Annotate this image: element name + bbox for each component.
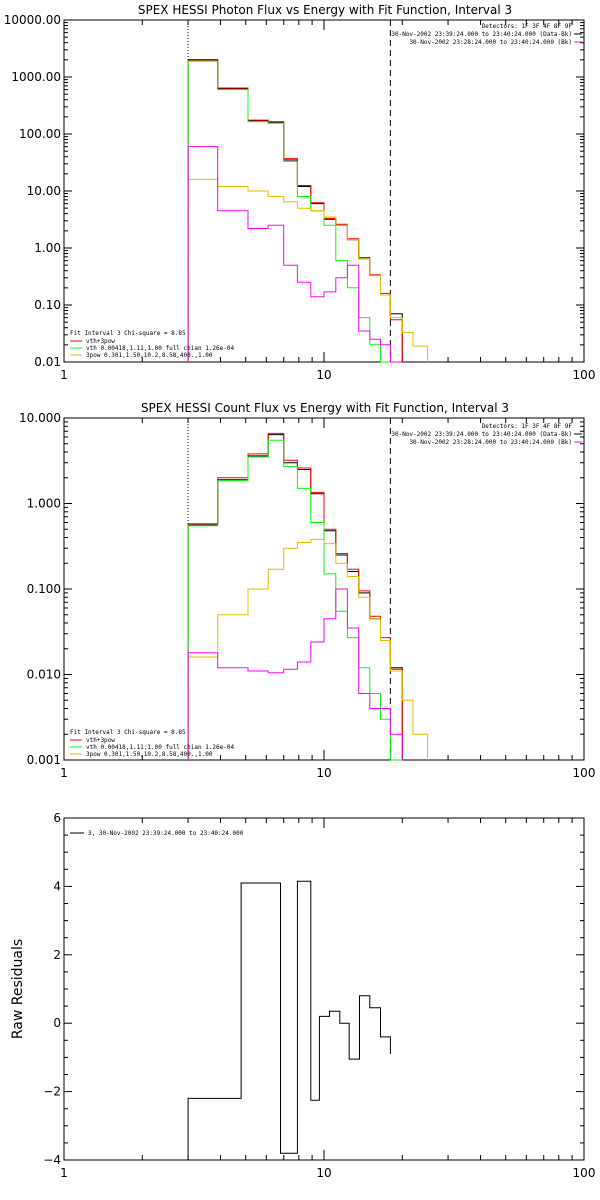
y-tick-label: 1000.00 [11, 70, 61, 84]
legend-label: vth 0.00418,1.11,1.00 full chian 1.26e-0… [86, 744, 234, 751]
y-tick-label: 0.100 [27, 582, 61, 596]
x-tick-label: 10 [316, 766, 331, 780]
spectrum-series [187, 59, 428, 363]
legend-title: Fit Interval 3 Chi-square = 8.85 [70, 330, 186, 337]
count-flux-panel: SPEX HESSI Count Flux vs Energy with Fit… [19, 401, 595, 780]
y-axis-ticks: 6 4 2 0 −2 −4 [43, 811, 584, 1167]
y-tick-label: 0.01 [34, 355, 61, 369]
header-line: 30-Nov-2002 23:28:24.000 to 23:40:24.000… [409, 439, 572, 446]
plot-frame [63, 817, 585, 1161]
header-line: 30-Nov-2002 23:39:24.000 to 23:40:24.000… [391, 31, 572, 38]
legend-label: 3, 30-Nov-2002 23:39:24.000 to 23:40:24.… [88, 830, 244, 837]
legend: Fit Interval 3 Chi-square = 8.85 vth+3po… [70, 330, 234, 359]
x-axis-ticks: 1 10 100 [60, 818, 595, 1180]
y-tick-label: 10.000 [19, 411, 61, 425]
series-line-2 [187, 439, 403, 761]
chart-title: SPEX HESSI Count Flux vs Energy with Fit… [141, 401, 509, 415]
y-tick-label: 10000.00 [4, 13, 61, 27]
header-line: Detectors: 1F 3F 4F 8F 9F [482, 423, 573, 430]
fit-range-markers [187, 418, 391, 760]
x-tick-label: 10 [316, 368, 331, 382]
legend-label: 3pow 0.301,1.50,10.2,8.58,400.,1.00 [86, 352, 213, 359]
y-tick-label: 2 [53, 948, 61, 962]
series-line-3 [187, 178, 428, 362]
x-tick-label: 1 [60, 368, 68, 382]
y-tick-label: −4 [43, 1153, 61, 1167]
legend: Fit Interval 3 Chi-square = 8.85 vth+3po… [70, 729, 234, 758]
residual-series [187, 880, 391, 1160]
series-line-3 [187, 538, 428, 760]
photon-flux-panel: SPEX HESSI Photon Flux vs Energy with Fi… [4, 3, 596, 382]
series-line-4 [187, 146, 403, 363]
y-tick-label: 0 [53, 1016, 61, 1030]
series-line-2 [187, 60, 403, 363]
legend-label: vth+3pow [86, 737, 115, 744]
legend-label: 3pow 0.301,1.50,10.2,8.58,400.,1.00 [86, 751, 213, 758]
spectrum-series [187, 432, 428, 761]
y-tick-label: 6 [53, 811, 61, 825]
x-tick-label: 1 [60, 1166, 68, 1180]
header-line: 30-Nov-2002 23:28:24.000 to 23:40:24.000… [409, 39, 572, 46]
y-tick-label: 100.00 [19, 127, 61, 141]
residuals-panel: Raw Residuals 6 4 2 0 −2 −4 1 10 100 3, 30-Nov-… [10, 811, 595, 1180]
y-axis-label: Raw Residuals [10, 939, 26, 1039]
y-tick-label: −2 [43, 1085, 61, 1099]
y-tick-label: 1.00 [34, 241, 61, 255]
x-tick-label: 1 [60, 766, 68, 780]
legend: 3, 30-Nov-2002 23:39:24.000 to 23:40:24.… [70, 830, 244, 837]
x-tick-label: 100 [573, 1166, 596, 1180]
header-info: Detectors: 1F 3F 4F 8F 9F 30-Nov-2002 23… [391, 423, 582, 446]
y-axis-ticks: 10.000 1.000 0.100 0.010 0.001 [19, 411, 584, 767]
y-tick-label: 10.00 [27, 184, 61, 198]
series-line-0 [187, 880, 391, 1160]
x-tick-label: 10 [316, 1166, 331, 1180]
x-tick-label: 100 [573, 766, 596, 780]
series-line-1 [187, 432, 403, 760]
y-tick-label: 1.000 [27, 497, 61, 511]
series-line-4 [187, 588, 403, 760]
fit-range-markers [187, 20, 391, 362]
x-axis-ticks: 1 10 100 [60, 20, 595, 382]
header-line: Detectors: 1F 3F 4F 8F 9F [482, 23, 573, 30]
header-info: Detectors: 1F 3F 4F 8F 9F 30-Nov-2002 23… [391, 23, 582, 46]
plot-frame [63, 19, 585, 363]
y-tick-label: 0.001 [27, 753, 61, 767]
x-tick-label: 100 [573, 368, 596, 382]
y-tick-label: 0.10 [34, 298, 61, 312]
y-axis-ticks: 10000.00 1000.00 100.00 10.00 1.00 0.10 0.01 [4, 13, 584, 369]
header-line: 30-Nov-2002 23:39:24.000 to 23:40:24.000… [391, 431, 572, 438]
legend-title: Fit Interval 3 Chi-square = 8.85 [70, 729, 186, 736]
legend-label: vth 0.00418,1.11,1.00 full chian 1.26e-0… [86, 345, 234, 352]
y-tick-label: 4 [53, 879, 61, 893]
legend-label: vth+3pow [86, 338, 115, 345]
x-axis-ticks: 1 10 100 [60, 418, 595, 780]
y-tick-label: 0.010 [27, 668, 61, 682]
plot-frame [63, 417, 585, 761]
chart-title: SPEX HESSI Photon Flux vs Energy with Fi… [138, 3, 512, 17]
